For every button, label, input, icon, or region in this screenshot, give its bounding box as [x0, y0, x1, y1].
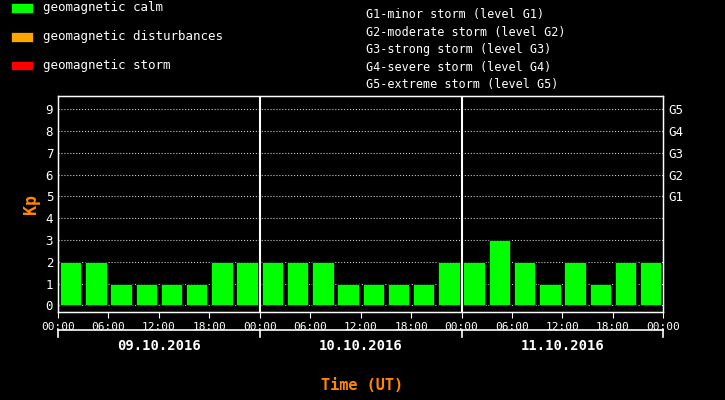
Text: 11.10.2016: 11.10.2016 [521, 339, 605, 353]
Bar [489, 240, 510, 306]
Bar [514, 262, 535, 306]
Bar [640, 262, 661, 306]
Text: G3-strong storm (level G3): G3-strong storm (level G3) [366, 43, 551, 56]
Bar [10, 61, 33, 70]
Bar [337, 284, 359, 306]
Text: geomagnetic storm: geomagnetic storm [44, 59, 170, 72]
Bar [110, 284, 132, 306]
Text: G5-extreme storm (level G5): G5-extreme storm (level G5) [366, 78, 558, 91]
Bar [589, 284, 611, 306]
Bar [186, 284, 207, 306]
Bar [236, 262, 258, 306]
Text: 10.10.2016: 10.10.2016 [319, 339, 402, 353]
Text: geomagnetic disturbances: geomagnetic disturbances [44, 30, 223, 43]
Bar [85, 262, 107, 306]
Text: G1-minor storm (level G1): G1-minor storm (level G1) [366, 8, 544, 21]
Bar [413, 284, 434, 306]
Bar [438, 262, 460, 306]
Bar [463, 262, 485, 306]
Bar [262, 262, 283, 306]
Bar [10, 32, 33, 42]
Text: geomagnetic calm: geomagnetic calm [44, 2, 163, 14]
Bar [136, 284, 157, 306]
Bar [615, 262, 637, 306]
Text: G2-moderate storm (level G2): G2-moderate storm (level G2) [366, 26, 566, 39]
Bar [388, 284, 409, 306]
Bar [211, 262, 233, 306]
Bar [60, 262, 81, 306]
Text: Time (UT): Time (UT) [321, 378, 404, 393]
Bar [564, 262, 586, 306]
Bar [539, 284, 560, 306]
Bar [312, 262, 334, 306]
Y-axis label: Kp: Kp [22, 194, 40, 214]
Bar [10, 3, 33, 13]
Bar [362, 284, 384, 306]
Text: 09.10.2016: 09.10.2016 [117, 339, 201, 353]
Bar [161, 284, 182, 306]
Bar [287, 262, 308, 306]
Text: G4-severe storm (level G4): G4-severe storm (level G4) [366, 61, 551, 74]
